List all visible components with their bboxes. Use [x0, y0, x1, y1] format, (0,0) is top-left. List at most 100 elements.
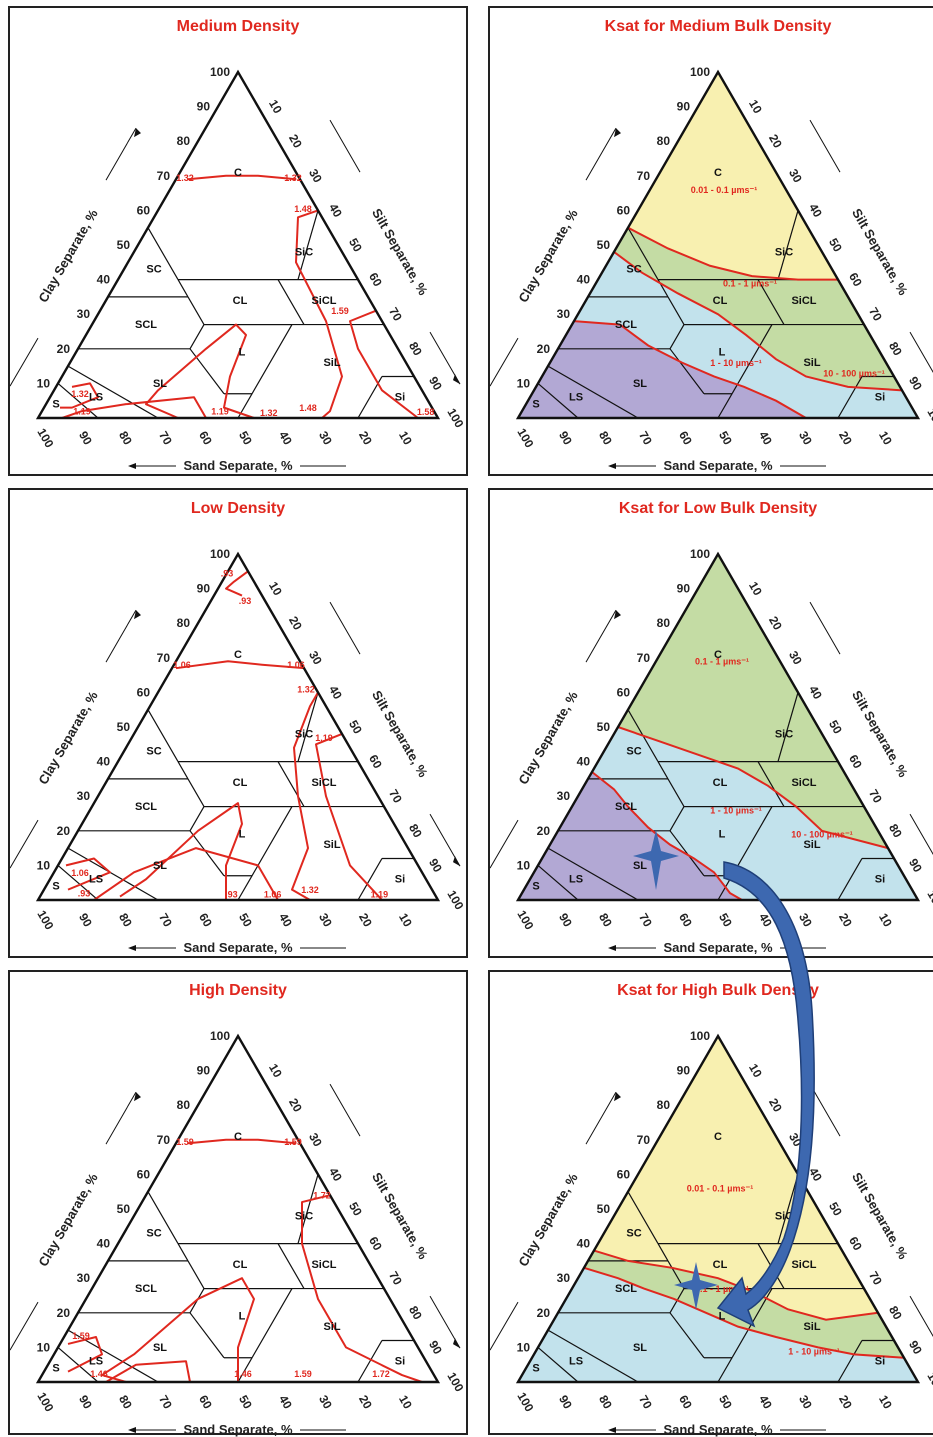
sand-tick: 70 — [156, 911, 175, 930]
density-value: 1.72 — [372, 1369, 390, 1379]
clay-tick: 50 — [597, 238, 611, 252]
ksat-zone-label: 1 - 10 µms⁻¹ — [788, 1346, 839, 1356]
sand-tick: 60 — [196, 911, 215, 930]
silt-axis-line — [329, 119, 361, 173]
clay-tick: 30 — [77, 1271, 91, 1285]
sand-tick: 70 — [636, 429, 655, 448]
class-boundary — [837, 858, 863, 901]
class-label-cl: CL — [233, 777, 248, 789]
class-boundary — [777, 692, 799, 762]
class-label-cl: CL — [233, 1259, 248, 1271]
sand-tick: 10 — [876, 911, 895, 930]
class-boundary — [277, 761, 305, 807]
clay-tick: 100 — [210, 547, 230, 561]
sand-axis-label: Sand Separate, % — [183, 1422, 293, 1437]
sand-axis-label: Sand Separate, % — [663, 1422, 773, 1437]
density-contour — [301, 1194, 423, 1383]
density-contour — [93, 847, 279, 901]
clay-tick: 100 — [210, 65, 230, 79]
class-boundary — [669, 324, 685, 350]
sand-tick: 60 — [196, 1393, 215, 1412]
ksat-zone-label: 1 - 10 µms⁻¹ — [710, 806, 761, 816]
sand-arrowhead-icon — [128, 463, 136, 469]
sand-tick: 100 — [34, 1390, 56, 1415]
triangle-outline — [35, 1033, 441, 1384]
sand-tick: 60 — [676, 429, 695, 448]
sand-tick: 10 — [396, 911, 415, 930]
ksat-zone-label: 0.1 - 1 µms⁻¹ — [723, 279, 777, 289]
sand-tick: 10 — [396, 1393, 415, 1412]
class-boundary — [177, 279, 189, 298]
silt-tick: 70 — [866, 787, 885, 806]
density-contour — [101, 1277, 255, 1383]
density-value: 1.06 — [287, 660, 305, 670]
class-boundary — [297, 210, 319, 280]
clay-axis-line — [9, 1301, 39, 1351]
class-boundary — [251, 1288, 293, 1359]
class-boundary — [189, 348, 225, 395]
clay-axis-label: Clay Separate, % — [35, 688, 101, 787]
silt-tick: 10 — [746, 1061, 765, 1080]
class-label-sil: SiL — [323, 1321, 340, 1333]
silt-tick: 30 — [786, 1131, 805, 1150]
silt-tick: 10 — [266, 97, 285, 116]
class-label-cl: CL — [713, 777, 728, 789]
class-label-s: S — [52, 399, 59, 411]
density-contour — [145, 323, 255, 419]
silt-tick: 70 — [866, 1269, 885, 1288]
clay-tick: 90 — [677, 1064, 691, 1078]
clay-tick: 100 — [690, 65, 710, 79]
sand-tick: 20 — [836, 429, 855, 448]
density-value: .93 — [78, 889, 91, 899]
class-label-l: L — [239, 1311, 246, 1323]
clay-tick: 70 — [157, 651, 171, 665]
silt-tick: 100 — [444, 406, 466, 431]
class-boundary — [547, 847, 639, 901]
class-boundary — [297, 692, 319, 762]
clay-tick: 100 — [690, 547, 710, 561]
clay-arrowhead-icon — [134, 1092, 141, 1102]
class-boundary — [757, 279, 785, 325]
silt-tick: 50 — [826, 718, 845, 737]
class-boundary — [177, 761, 189, 780]
clay-tick: 60 — [617, 685, 631, 699]
silt-tick: 90 — [906, 856, 925, 875]
class-boundary — [251, 324, 293, 395]
ksat-zone — [618, 554, 888, 849]
density-contour — [349, 309, 419, 419]
class-boundary — [251, 806, 293, 877]
class-label-si: Si — [395, 392, 405, 404]
clay-tick: 70 — [637, 651, 651, 665]
class-label-sicl: SiCL — [311, 295, 336, 307]
class-label-sic: SiC — [295, 728, 313, 740]
clay-tick: 40 — [577, 755, 591, 769]
sand-tick: 90 — [76, 429, 95, 448]
class-label-si: Si — [875, 874, 885, 886]
class-label-si: Si — [395, 874, 405, 886]
class-label-scl: SCL — [615, 801, 637, 813]
sand-tick: 100 — [514, 426, 536, 451]
clay-tick: 40 — [577, 1237, 591, 1251]
class-label-l: L — [719, 1311, 726, 1323]
sand-tick: 30 — [796, 429, 815, 448]
density-value: 1.32 — [284, 173, 302, 183]
class-label-sl: SL — [153, 1342, 167, 1354]
class-boundary — [669, 348, 705, 395]
sand-tick: 80 — [116, 1393, 135, 1412]
clay-tick: 90 — [677, 100, 691, 114]
sand-tick: 30 — [796, 911, 815, 930]
density-value: 1.59 — [176, 1137, 194, 1147]
class-boundary — [67, 847, 159, 901]
clay-axis-label: Clay Separate, % — [515, 688, 581, 787]
silt-tick: 20 — [286, 132, 305, 151]
density-contour — [295, 209, 343, 419]
clay-tick: 50 — [597, 1202, 611, 1216]
class-label-sicl: SiCL — [791, 777, 816, 789]
sand-tick: 50 — [716, 911, 735, 930]
sand-tick: 20 — [356, 429, 375, 448]
sand-tick: 100 — [514, 908, 536, 933]
clay-tick: 10 — [517, 376, 531, 390]
sand-tick: 30 — [316, 911, 335, 930]
class-label-sl: SL — [633, 1342, 647, 1354]
class-label-sc: SC — [146, 746, 161, 758]
